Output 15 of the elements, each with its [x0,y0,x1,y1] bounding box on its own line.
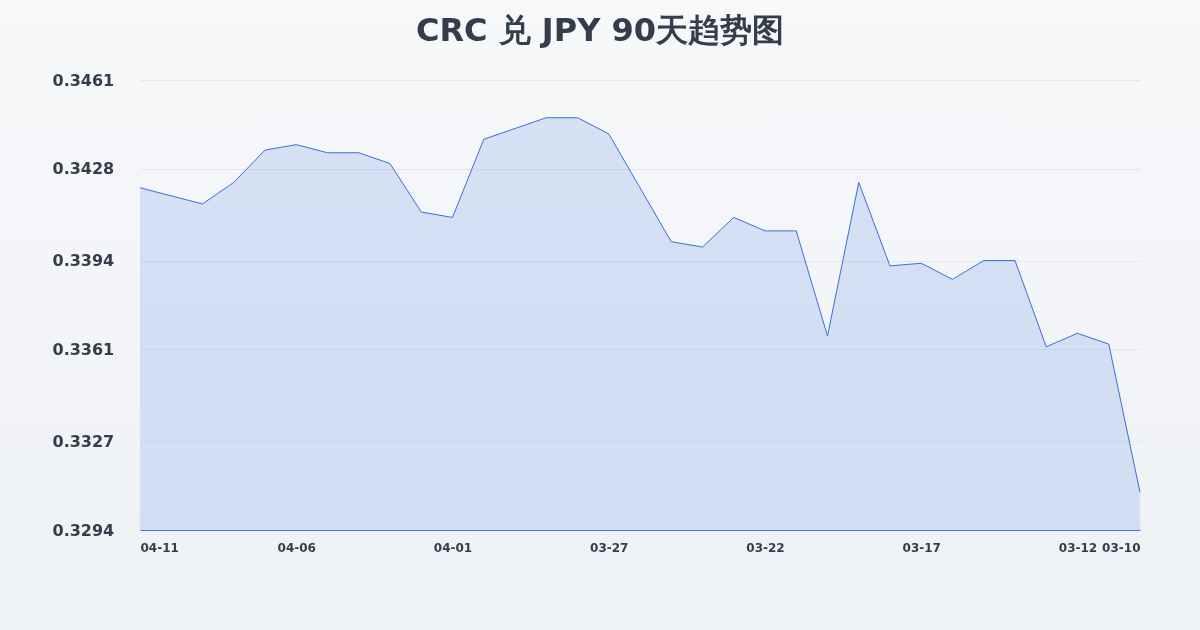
x-tick-label: 03-27 [590,540,629,555]
y-tick-label: 0.3294 [52,520,115,540]
x-tick-label: 03-10 [1102,540,1141,555]
x-tick-label: 04-11 [140,540,179,555]
y-tick-label: 0.3461 [52,70,115,90]
y-tick-label: 0.3361 [52,339,115,359]
x-tick-label: 03-12 [1058,540,1098,555]
y-tick-label: 0.3327 [52,431,115,451]
y-tick-label: 0.3428 [52,159,115,179]
x-tick-label: 04-01 [433,540,473,555]
y-tick-label: 0.3394 [52,251,115,271]
chart-title: CRC 兑 JPY 90天趋势图 [415,11,785,49]
x-tick-label: 03-22 [746,540,785,555]
x-tick-label: 04-06 [277,540,316,555]
x-tick-label: 03-17 [902,540,941,555]
